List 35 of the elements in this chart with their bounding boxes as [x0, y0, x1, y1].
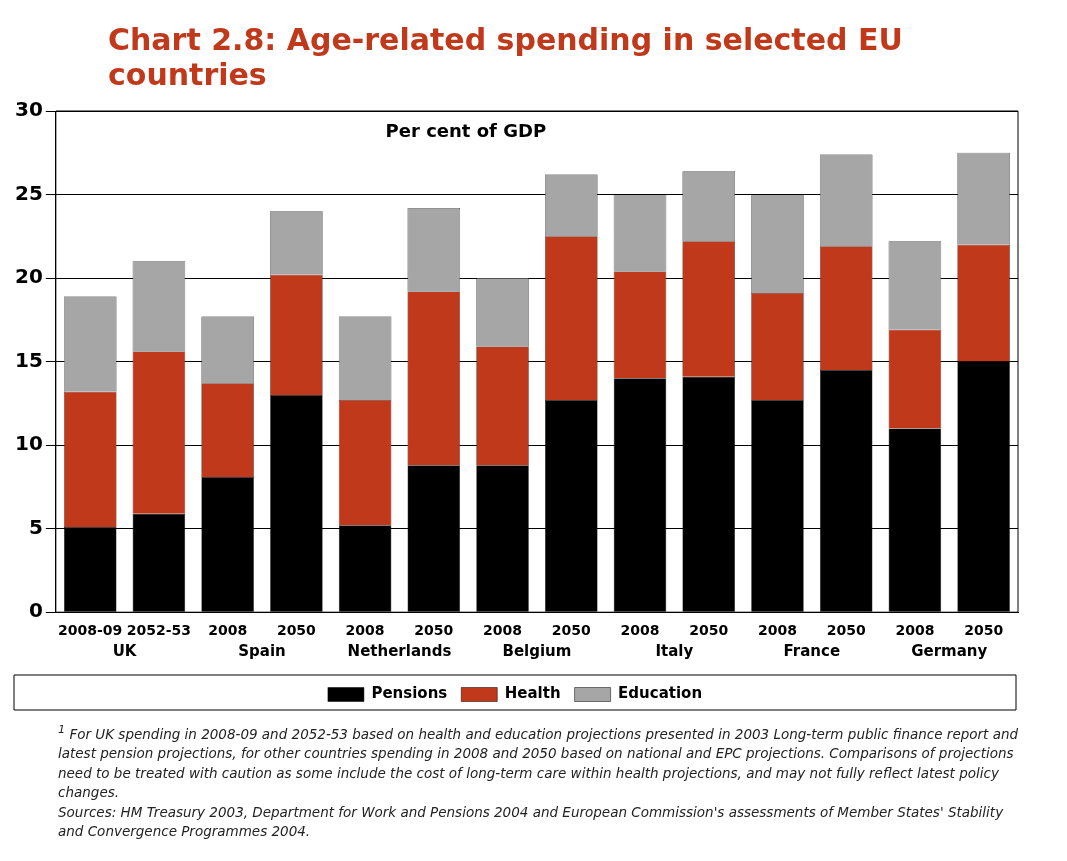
text: Spain: [238, 641, 286, 660]
text: $^{1}$ For UK spending in 2008-09 and 2052-53 based on health and education projections presented in 2003 Long-term public finance report and latest pension projections, for other countries spending in 2008 and 2050 based on national and EPC projections. Comparisons of projections need to be treated with caution as some include the cost of long-term care within health projections, and may not fully reflect latest policy changes.: [58, 722, 1020, 803]
x-tick-label: 2008: [620, 622, 660, 639]
x-tick-label: 2008: [208, 622, 248, 639]
legend-label: Education: [618, 684, 703, 703]
x-tick-label: 2050: [826, 622, 866, 639]
y-tick-label: 0: [28, 598, 43, 623]
x-tick-label: 2008-09: [58, 622, 123, 639]
x-tick-label: 2008: [895, 622, 935, 639]
text: Italy: [655, 641, 694, 660]
legend-label: Pensions: [371, 684, 448, 703]
y-tick-label: 5: [28, 514, 43, 539]
text: UK: [112, 641, 138, 660]
text: Per cent of GDP: [385, 119, 547, 141]
x-tick-label: 2050: [276, 622, 317, 639]
text: Belgium: [502, 641, 572, 660]
y-tick-label: 20: [14, 264, 43, 289]
x-tick-label: 2052-53: [126, 622, 192, 639]
x-tick-label: 2050: [964, 622, 1004, 639]
text: France: [783, 641, 841, 660]
x-tick-label: 2008: [345, 622, 385, 639]
x-tick-label: 2050: [414, 622, 454, 639]
x-tick-label: 2050: [551, 622, 592, 639]
legend-label: Health: [504, 684, 561, 703]
x-tick-label: 2008: [483, 622, 523, 639]
x-tick-label: 2008: [757, 622, 797, 639]
text: Netherlands: [347, 641, 452, 660]
y-tick-label: 15: [14, 347, 43, 372]
source-note: Sources: HM Treasury 2003, Department for Work and Pensions 2004 and European Commission's assessments of Member States' Stability and Convergence Programmes 2004.: [58, 802, 1005, 842]
y-tick-label: 30: [14, 97, 43, 122]
text: Germany: [911, 641, 988, 660]
y-tick-label: 25: [14, 180, 43, 205]
chart-title: Chart 2.8: Age-related spending in selected EU countries: [108, 22, 904, 92]
x-tick-label: 2050: [689, 622, 729, 639]
y-tick-label: 10: [14, 431, 43, 456]
